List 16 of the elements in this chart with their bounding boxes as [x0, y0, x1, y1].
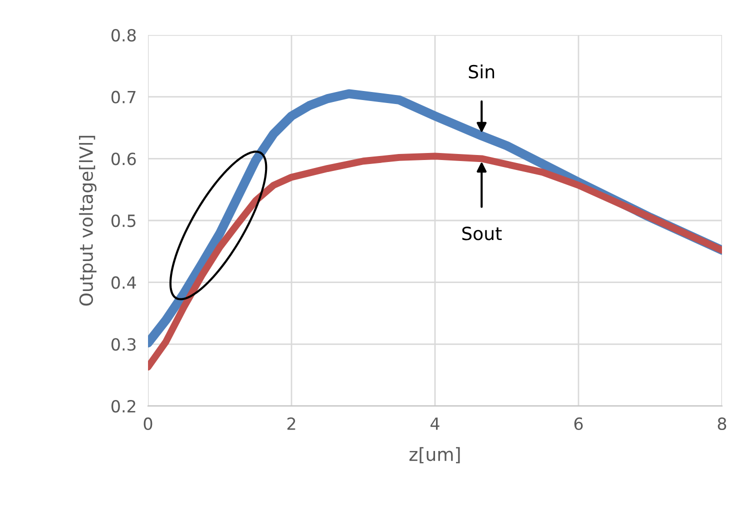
x-tick-label: 0	[144, 417, 152, 430]
x-tick-label: 8	[718, 417, 726, 430]
y-tick-label: 0.2	[111, 400, 136, 413]
x-axis-title: z[um]	[409, 447, 460, 464]
y-axis-title: Output voltage[lVl]	[79, 136, 96, 306]
y-tick-label: 0.7	[111, 90, 136, 104]
y-tick-label: 0.8	[111, 28, 136, 42]
annotation: Sin	[468, 64, 494, 79]
annotation: Sout	[462, 226, 502, 240]
x-tick-label: 6	[574, 417, 583, 430]
y-tick-label: 0.3	[111, 338, 136, 351]
x-tick-label: 2	[287, 417, 296, 430]
y-tick-label: 0.4	[111, 276, 136, 289]
x-tick-label: 4	[430, 418, 440, 430]
y-tick-label: 0.5	[111, 214, 136, 228]
y-tick-label: 0.6	[111, 152, 136, 166]
